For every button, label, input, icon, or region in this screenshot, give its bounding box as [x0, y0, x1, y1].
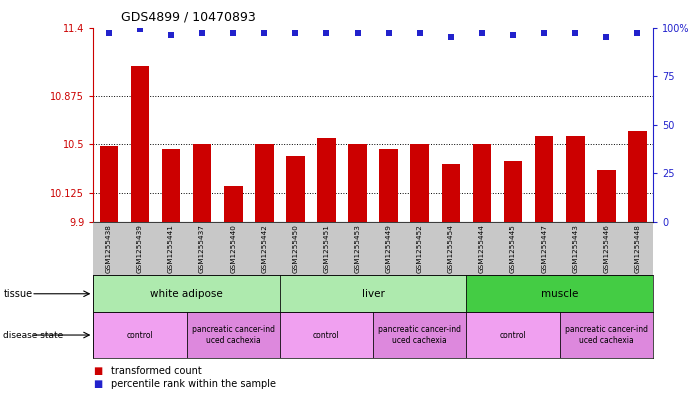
Text: GSM1255452: GSM1255452	[417, 224, 423, 272]
Text: control: control	[500, 331, 527, 340]
Text: white adipose: white adipose	[150, 289, 223, 299]
Bar	[187, 312, 280, 358]
Point	[352, 30, 363, 37]
Point	[196, 30, 207, 37]
Bar	[442, 164, 460, 222]
Text: control: control	[313, 331, 340, 340]
Text: GSM1255443: GSM1255443	[572, 224, 578, 272]
Point	[134, 26, 145, 33]
Text: GSM1255448: GSM1255448	[634, 224, 641, 272]
Bar	[566, 136, 585, 222]
Text: GSM1255444: GSM1255444	[479, 224, 485, 272]
Text: GSM1255438: GSM1255438	[106, 224, 112, 272]
Text: transformed count: transformed count	[111, 366, 201, 376]
Text: GSM1255447: GSM1255447	[541, 224, 547, 272]
Point	[290, 30, 301, 37]
Bar	[535, 136, 553, 222]
Text: GSM1255454: GSM1255454	[448, 224, 454, 272]
Bar	[504, 161, 522, 222]
Point	[227, 30, 239, 37]
Bar	[466, 312, 560, 358]
Bar	[473, 144, 491, 222]
Bar	[280, 312, 373, 358]
Bar	[317, 138, 336, 222]
Bar	[628, 131, 647, 222]
Text: GSM1255449: GSM1255449	[386, 224, 392, 272]
Text: pancreatic cancer-ind
uced cachexia: pancreatic cancer-ind uced cachexia	[565, 325, 648, 345]
Bar	[93, 312, 187, 358]
Text: GSM1255446: GSM1255446	[603, 224, 609, 272]
Text: liver: liver	[361, 289, 385, 299]
Point	[445, 34, 456, 40]
Bar	[286, 156, 305, 222]
Text: GSM1255437: GSM1255437	[199, 224, 205, 272]
Bar	[280, 275, 466, 312]
Text: GSM1255453: GSM1255453	[354, 224, 361, 272]
Text: tissue: tissue	[3, 289, 32, 299]
Text: control: control	[126, 331, 153, 340]
Point	[383, 30, 394, 37]
Point	[104, 30, 115, 37]
Bar	[193, 144, 211, 222]
Bar	[373, 312, 466, 358]
Point	[632, 30, 643, 37]
Bar	[379, 149, 398, 222]
Bar	[224, 186, 243, 222]
Text: ■: ■	[93, 379, 102, 389]
Text: GSM1255451: GSM1255451	[323, 224, 330, 272]
Bar	[93, 275, 280, 312]
Text: ■: ■	[93, 366, 102, 376]
Bar	[100, 145, 118, 222]
Text: percentile rank within the sample: percentile rank within the sample	[111, 379, 276, 389]
Point	[415, 30, 426, 37]
Point	[539, 30, 550, 37]
Point	[166, 32, 177, 39]
Bar	[255, 144, 274, 222]
Point	[507, 32, 518, 39]
Point	[476, 30, 487, 37]
Bar	[410, 144, 429, 222]
Text: GDS4899 / 10470893: GDS4899 / 10470893	[121, 11, 256, 24]
Text: GSM1255439: GSM1255439	[137, 224, 143, 272]
Text: pancreatic cancer-ind
uced cachexia: pancreatic cancer-ind uced cachexia	[378, 325, 462, 345]
Point	[258, 30, 269, 37]
Text: muscle: muscle	[541, 289, 578, 299]
Text: disease state: disease state	[3, 331, 64, 340]
Bar	[597, 170, 616, 222]
Point	[600, 34, 612, 40]
Bar	[162, 149, 180, 222]
Text: GSM1255442: GSM1255442	[261, 224, 267, 272]
Point	[569, 30, 580, 37]
Point	[321, 30, 332, 37]
Text: GSM1255445: GSM1255445	[510, 224, 516, 272]
Bar	[131, 66, 149, 222]
Text: GSM1255441: GSM1255441	[168, 224, 174, 272]
Text: pancreatic cancer-ind
uced cachexia: pancreatic cancer-ind uced cachexia	[191, 325, 275, 345]
Bar	[348, 144, 367, 222]
Bar	[560, 312, 653, 358]
Text: GSM1255450: GSM1255450	[292, 224, 299, 272]
Text: GSM1255440: GSM1255440	[230, 224, 236, 272]
Bar	[466, 275, 653, 312]
